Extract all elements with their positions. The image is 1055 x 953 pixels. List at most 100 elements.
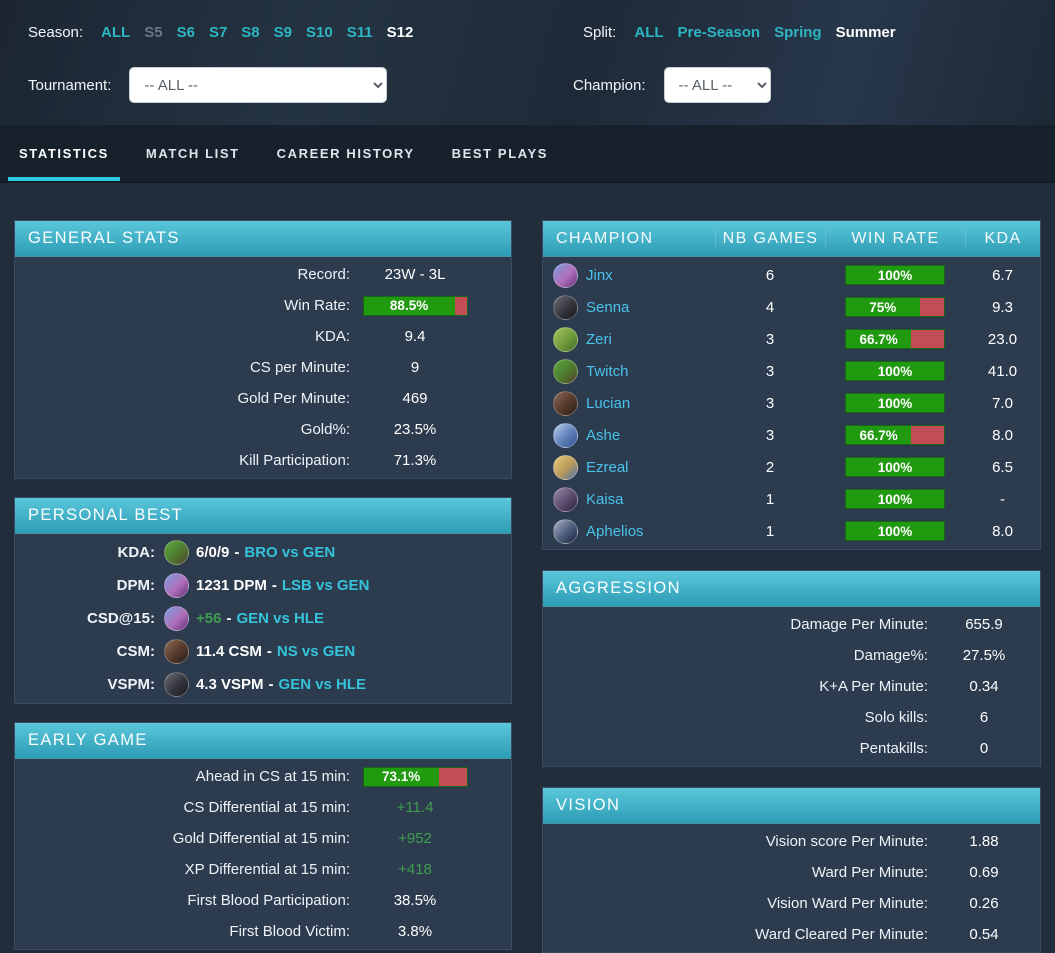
stat-row: Ward Per Minute: 0.69 [543,857,1040,888]
split-option-all[interactable]: ALL [634,24,664,41]
aggression-panel: AGGRESSION Damage Per Minute: 655.9 Damage… [542,570,1041,767]
season-option-s7[interactable]: S7 [208,24,228,41]
match-link[interactable]: BRO vs GEN [244,544,336,561]
zeri-champion-icon [553,326,578,352]
champion-cell: Zeri [543,326,715,352]
champion-table-row: Twitch 3 100% 41.0 [543,355,1040,387]
win-rate-bar-fill: 73.1% [363,767,439,786]
champion-select[interactable]: -- ALL -- [663,67,771,103]
season-option-all[interactable]: ALL [101,24,131,41]
kda-cell: 9.3 [992,298,1013,316]
champion-link[interactable]: Twitch [586,362,629,380]
champion-link[interactable]: Ashe [586,426,621,444]
aphelios-champion-icon [553,518,578,544]
personal-best-value: +56 [196,610,222,627]
champion-link[interactable]: Aphelios [586,522,644,540]
stat-label: First Blood Victim: [229,923,350,940]
win-rate-bar-fill: 88.5% [363,296,455,315]
champion-stats-table: CHAMPION NB GAMES WIN RATE KDA Jinx 6 100% 6.7… [542,220,1041,550]
column-header-nb-games: NB GAMES [715,229,825,248]
win-rate-bar: 75% [845,297,945,317]
season-filter-label: Season: [28,24,84,41]
personal-best-panel: PERSONAL BEST KDA: 6/0/9- BRO vs GEN DPM: 12… [14,497,512,704]
stat-row: CS per Minute: 9 [15,352,511,383]
stat-row: XP Differential at 15 min: +418 [15,854,511,885]
vision-title: VISION [543,788,1040,824]
split-option-spring[interactable]: Spring [774,24,822,41]
match-link[interactable]: LSB vs GEN [281,577,370,594]
champion-table-row: Aphelios 1 100% 8.0 [543,515,1040,547]
tournament-select[interactable]: -- ALL -- [129,67,388,103]
kaisa-champion-icon [553,486,578,512]
stat-label: Ahead in CS at 15 min: [195,768,350,785]
tab-career-history[interactable]: CAREER HISTORY [276,145,415,161]
lucian-champion-icon [553,390,578,416]
season-option-s10[interactable]: S10 [306,24,333,41]
early-game-rows: Ahead in CS at 15 min: 73.1% CS Differenti… [15,759,511,949]
stat-row: Damage Per Minute: 655.9 [543,609,1040,640]
champion-cell: Kaisa [543,486,715,512]
general-stats-panel: GENERAL STATS Record: 23W - 3L Win Rate: 88… [14,220,512,479]
nb-games-cell: 4 [765,298,775,316]
stat-row: Win Rate: 88.5% [15,290,511,321]
stat-row: Pentakills: 0 [543,733,1040,764]
general-stats-rows: Record: 23W - 3L Win Rate: 88.5% KDA: 9.4 CS p… [15,257,511,478]
column-header-win-rate: WIN RATE [825,229,965,248]
stat-label: Ward Cleared Per Minute: [755,926,928,943]
split-option-summer: Summer [835,24,896,41]
nb-games-cell: 3 [765,330,775,348]
tab-statistics[interactable]: STATISTICS [8,125,120,181]
win-rate-bar: 100% [845,489,945,509]
champion-table-row: Ashe 3 66.7% 8.0 [543,419,1040,451]
senna-champion-icon [553,294,578,320]
champion-table-rows: Jinx 6 100% 6.7 Senna 4 75% 9.3 Zeri 3 66.7% 23.0 Tw… [543,257,1040,549]
stat-row: First Blood Participation: 38.5% [15,885,511,916]
season-option-s9[interactable]: S9 [273,24,293,41]
personal-best-row: VSPM: 4.3 VSPM - GEN vs HLE [15,668,511,701]
split-option-pre-season[interactable]: Pre-Season [677,24,761,41]
champion-link[interactable]: Zeri [586,330,612,348]
stat-label: Damage%: [853,647,928,664]
kda-cell: 6.5 [992,458,1013,476]
stat-label: Ward Per Minute: [811,864,928,881]
stat-value: 0.54 [969,926,999,943]
stat-label: First Blood Participation: [187,892,350,909]
nb-games-cell: 3 [765,426,775,444]
season-option-s8[interactable]: S8 [241,24,260,41]
champion-cell: Ashe [543,422,715,448]
personal-best-value: 4.3 VSPM [196,676,264,693]
personal-best-rows: KDA: 6/0/9- BRO vs GEN DPM: 1231 DPM - LSB vs … [15,534,511,703]
champion-table-row: Jinx 6 100% 6.7 [543,259,1040,291]
personal-best-row: DPM: 1231 DPM - LSB vs GEN [15,569,511,602]
match-link[interactable]: NS vs GEN [276,643,356,660]
champion-link[interactable]: Senna [586,298,630,316]
match-link[interactable]: GEN vs HLE [236,610,324,627]
season-options: ALL S5 S6 S7 S8 S9 S10 S11 S12 [101,24,427,41]
season-option-s6[interactable]: S6 [176,24,195,41]
win-rate-cell: 100% [825,361,965,381]
tab-best-plays[interactable]: BEST PLAYS [451,145,549,161]
split-filter-label: Split: [583,24,617,41]
separator: - [266,643,272,660]
stat-label: Vision Ward Per Minute: [767,895,928,912]
personal-best-row: CSM: 11.4 CSM - NS vs GEN [15,635,511,668]
stat-row: First Blood Victim: 3.8% [15,916,511,947]
split-filter: Split: ALL Pre-Season Spring Summer [555,24,1041,41]
champion-link[interactable]: Lucian [586,394,631,412]
stat-label: CS Differential at 15 min: [183,799,350,816]
personal-best-label: VSPM: [107,676,155,693]
vision-rows: Vision score Per Minute: 1.88 Ward Per Min… [543,824,1040,952]
champion-cell: Twitch [543,358,715,384]
champion-link[interactable]: Ezreal [586,458,629,476]
stat-label: CS per Minute: [249,359,350,376]
champion-table-header: CHAMPION NB GAMES WIN RATE KDA [543,221,1040,257]
personal-best-label: CSD@15: [87,610,155,627]
stat-row: Ahead in CS at 15 min: 73.1% [15,761,511,792]
season-option-s11[interactable]: S11 [346,24,373,41]
stat-row: Damage%: 27.5% [543,640,1040,671]
early-game-panel: EARLY GAME Ahead in CS at 15 min: 73.1% CS… [14,722,512,950]
champion-link[interactable]: Kaisa [586,490,624,508]
match-link[interactable]: GEN vs HLE [278,676,367,693]
champion-link[interactable]: Jinx [586,266,613,284]
tab-match-list[interactable]: MATCH LIST [145,145,240,161]
